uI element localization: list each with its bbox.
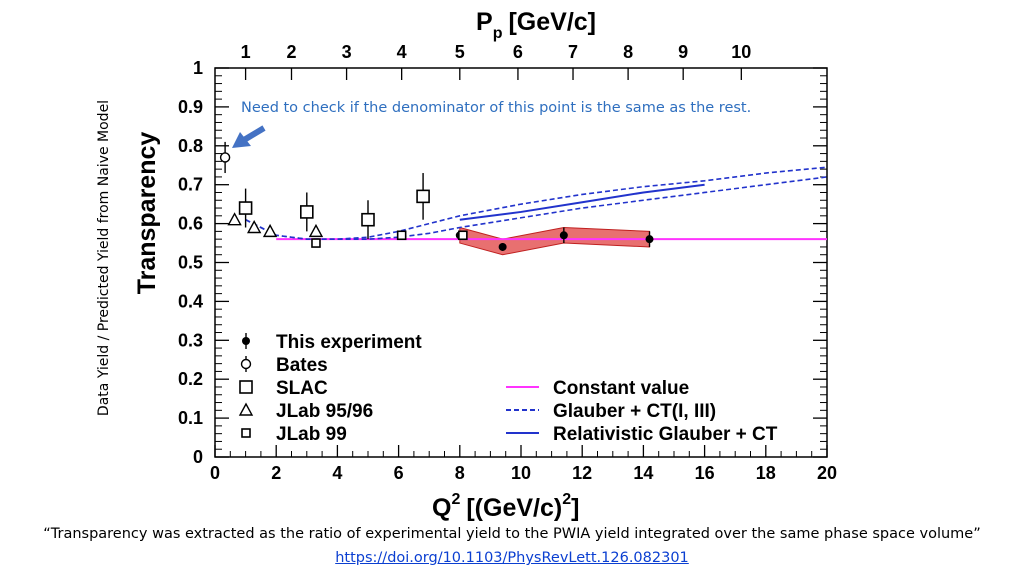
annotation-note: Need to check if the denominator of this… (241, 100, 751, 116)
top-tick-label: 4 (397, 42, 407, 62)
x-tick-label: 14 (633, 463, 653, 483)
curve-relativistic-glauber-ct (459, 183, 705, 221)
top-tick-label: 5 (455, 42, 465, 62)
top-tick-label: 7 (568, 42, 578, 62)
y-tick-label: 0.2 (178, 369, 203, 389)
y-tick-label: 0.6 (178, 214, 203, 234)
x-tick-label: 10 (511, 463, 531, 483)
legend-marker-bates (240, 358, 252, 370)
side-axis-label: Data Yield / Predicted Yield from Naive … (96, 100, 112, 416)
legend-label-bates: Bates (276, 355, 328, 376)
y-tick-label: 0.8 (178, 136, 203, 156)
legend-label-relativistic-glauber-ct: Relativistic Glauber + CT (553, 424, 778, 445)
slac-point (416, 189, 430, 204)
top-axis-title: Pp [GeV/c] (476, 8, 596, 42)
caption: “Transparency was extracted as the ratio… (43, 526, 981, 542)
x-tick-label: 20 (817, 463, 837, 483)
this-experiment-point (498, 242, 507, 251)
legend-label-glauber-ct-i-iii-: Glauber + CT(I, III) (553, 401, 716, 422)
legend-marker-jlab-99 (241, 428, 251, 438)
legend-label-slac: SLAC (276, 378, 328, 399)
y-tick-label: 0 (193, 447, 203, 467)
y-axis-title: Transparency (133, 132, 161, 295)
y-tick-label: 0.4 (178, 291, 203, 311)
x-tick-label: 4 (332, 463, 342, 483)
y-tick-label: 0.1 (178, 408, 203, 428)
slac-point (299, 205, 314, 219)
x-tick-label: 8 (455, 463, 465, 483)
x-tick-label: 18 (756, 463, 776, 483)
plot-area: 0 2 4 6 8 10 12 14 16 18 2000.10.20.30.40.50.60.70… (178, 42, 837, 483)
x-tick-label: 0 (210, 463, 220, 483)
this-experiment-point (559, 231, 568, 240)
top-axis-title-sub: p (493, 25, 503, 42)
jlab-99-point (396, 230, 407, 241)
y-tick-label: 0.5 (178, 253, 203, 273)
bates-point (219, 152, 231, 163)
top-tick-label: 6 (513, 42, 523, 62)
jlab-95-96-point (227, 212, 242, 226)
curve-glauber-ct-i-iii- (245, 166, 828, 240)
slac-point (238, 201, 253, 215)
top-tick-label: 10 (731, 42, 751, 62)
x-axis-title: Q2 [(GeV/c)2] (432, 491, 579, 522)
x-axis-title-main: Q (432, 494, 451, 522)
jlab-95-96-point (262, 223, 278, 238)
jlab-99-point (458, 230, 468, 241)
x-tick-label: 16 (695, 463, 715, 483)
legend-label-this-experiment: This experiment (276, 332, 422, 353)
x-tick-label: 12 (572, 463, 592, 483)
x-tick-label: 2 (271, 463, 281, 483)
uncertainty-band (459, 226, 651, 256)
x-axis-title-sup: 2 (451, 491, 460, 508)
x-axis-title-rest-sup: 2 (562, 491, 571, 508)
legend-label-jlab-99: JLab 99 (276, 424, 347, 445)
transparency-chart: Data Yield / Predicted Yield from Naive … (96, 8, 837, 522)
doi-link-row: https://doi.org/10.1103/PhysRevLett.126.… (0, 550, 1024, 566)
legend-marker-jlab-95-96 (238, 402, 254, 416)
annotation-arrow-icon (232, 125, 266, 148)
this-experiment-point (645, 235, 654, 244)
x-axis-title-close: ] (571, 494, 579, 522)
y-tick-label: 0.9 (178, 97, 203, 117)
top-axis-title-main: P (476, 8, 493, 36)
jlab-99-point (311, 238, 321, 248)
top-tick-label: 1 (241, 42, 251, 62)
jlab-95-96-point (246, 220, 262, 234)
doi-link[interactable]: https://doi.org/10.1103/PhysRevLett.126.… (335, 550, 689, 566)
y-tick-label: 0.3 (178, 330, 203, 350)
jlab-95-96-point (308, 223, 324, 238)
curve-glauber-ct-lower (245, 176, 828, 240)
y-tick-label: 0.7 (178, 175, 203, 195)
top-tick-label: 8 (623, 42, 633, 62)
legend-marker-this-experiment (242, 337, 250, 345)
top-axis-title-rest: [GeV/c] (508, 8, 596, 36)
top-tick-label: 9 (678, 42, 688, 62)
top-tick-label: 2 (286, 42, 296, 62)
y-tick-label: 1 (193, 58, 203, 78)
legend-label-jlab-95-96: JLab 95/96 (276, 401, 373, 422)
x-tick-label: 6 (394, 463, 404, 483)
x-axis-title-rest: [(GeV/c) (466, 494, 562, 522)
legend-marker-slac (239, 380, 253, 394)
top-tick-label: 3 (342, 42, 352, 62)
legend-label-constant-value: Constant value (553, 378, 689, 399)
slac-point (361, 212, 375, 227)
